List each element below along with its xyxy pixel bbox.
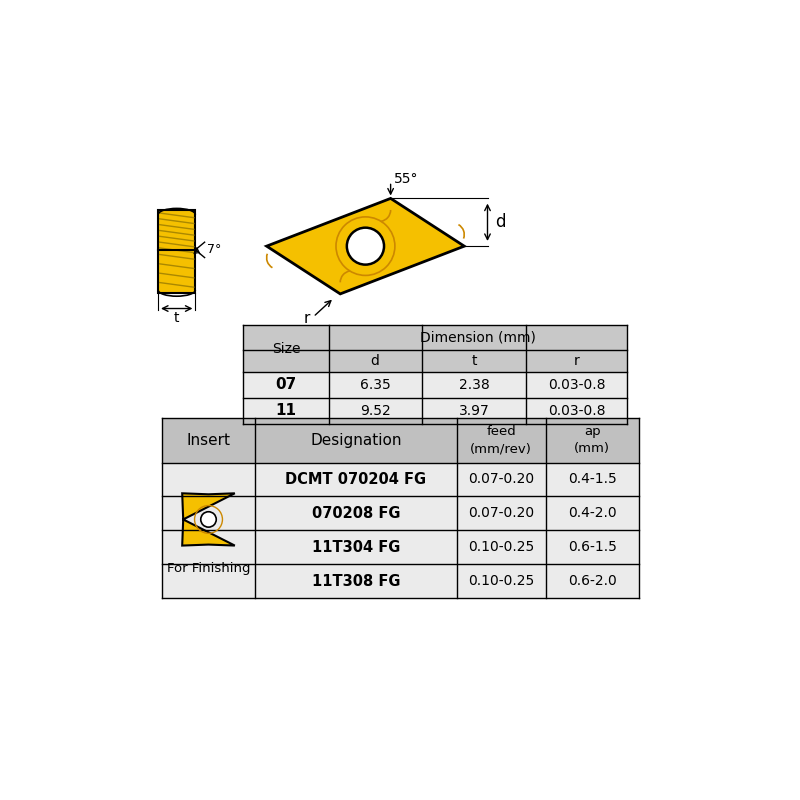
Text: For Finishing: For Finishing xyxy=(166,562,250,574)
Bar xyxy=(162,418,638,462)
Text: 9.52: 9.52 xyxy=(360,404,390,418)
Bar xyxy=(162,564,638,598)
Bar xyxy=(243,398,627,424)
Text: 7°: 7° xyxy=(207,243,222,256)
Text: Dimension (mm): Dimension (mm) xyxy=(420,330,536,345)
Text: 0.4-2.0: 0.4-2.0 xyxy=(568,506,617,520)
Bar xyxy=(162,496,638,530)
Text: Insert: Insert xyxy=(186,433,230,448)
Text: t: t xyxy=(174,310,179,325)
Circle shape xyxy=(347,228,384,265)
Text: DCMT 070204 FG: DCMT 070204 FG xyxy=(285,472,426,487)
Text: Size: Size xyxy=(272,342,300,355)
Text: 0.03-0.8: 0.03-0.8 xyxy=(548,378,606,392)
Text: feed
(mm/rev): feed (mm/rev) xyxy=(470,425,532,455)
Text: 0.10-0.25: 0.10-0.25 xyxy=(468,574,534,588)
Bar xyxy=(329,326,627,350)
Text: ap
(mm): ap (mm) xyxy=(574,425,610,455)
Text: 0.03-0.8: 0.03-0.8 xyxy=(548,404,606,418)
Text: 0.4-1.5: 0.4-1.5 xyxy=(568,473,617,486)
Text: 070208 FG: 070208 FG xyxy=(311,506,400,521)
Text: t: t xyxy=(471,354,477,368)
Bar xyxy=(162,462,638,496)
Text: d: d xyxy=(370,354,379,368)
Text: 11: 11 xyxy=(275,403,297,418)
Text: 55°: 55° xyxy=(394,172,418,186)
Text: 0.07-0.20: 0.07-0.20 xyxy=(468,473,534,486)
Text: 0.10-0.25: 0.10-0.25 xyxy=(468,540,534,554)
Bar xyxy=(162,530,638,564)
Text: 0.6-2.0: 0.6-2.0 xyxy=(568,574,617,588)
Polygon shape xyxy=(266,198,464,294)
Bar xyxy=(243,326,329,372)
Text: 0.07-0.20: 0.07-0.20 xyxy=(468,506,534,520)
Text: 3.97: 3.97 xyxy=(458,404,490,418)
Text: d: d xyxy=(495,214,506,231)
Text: 11T304 FG: 11T304 FG xyxy=(311,540,400,554)
Text: Designation: Designation xyxy=(310,433,402,448)
Text: 6.35: 6.35 xyxy=(360,378,390,392)
Text: r: r xyxy=(304,311,310,326)
Text: 11T308 FG: 11T308 FG xyxy=(311,574,400,589)
Bar xyxy=(243,372,627,398)
Circle shape xyxy=(201,512,216,527)
Bar xyxy=(158,210,195,293)
Text: r: r xyxy=(574,354,579,368)
Polygon shape xyxy=(182,494,235,546)
Bar xyxy=(329,350,627,372)
Text: 0.6-1.5: 0.6-1.5 xyxy=(568,540,617,554)
Text: 07: 07 xyxy=(275,378,297,392)
Text: 2.38: 2.38 xyxy=(458,378,490,392)
